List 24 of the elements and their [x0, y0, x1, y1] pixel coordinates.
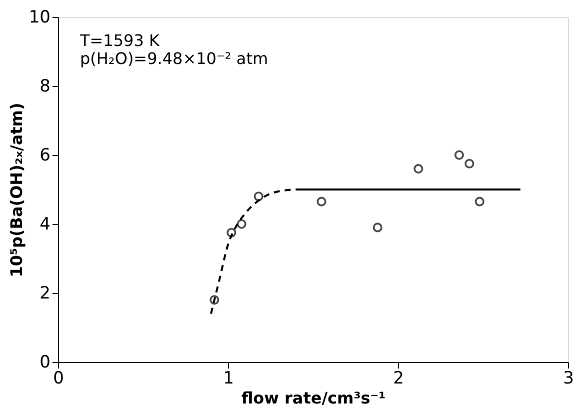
point: [464, 158, 474, 168]
y-tick-label: 6: [40, 146, 50, 166]
point: [316, 196, 326, 206]
y-tick-label: 10: [28, 8, 50, 28]
point: [372, 222, 382, 232]
point: [414, 164, 424, 174]
point: [226, 228, 236, 238]
point: [474, 196, 484, 206]
x-tick-label: 2: [393, 368, 404, 388]
y-tick-label: 0: [40, 352, 50, 372]
y-tick-label: 4: [40, 214, 50, 234]
point: [210, 295, 220, 305]
x-tick-label: 0: [53, 368, 64, 388]
x-tick-label: 1: [223, 368, 234, 388]
point: [236, 219, 246, 229]
y-axis-title: 10⁵p(Ba(OH)₂ₓ/atm): [6, 102, 26, 278]
y-tick-label: 2: [40, 284, 50, 304]
point: [254, 192, 264, 202]
x-tick-label: 3: [563, 368, 574, 388]
annotation: p(H₂O)=9.48×10⁻² atm: [80, 49, 268, 68]
annotation: T=1593 K: [79, 31, 160, 50]
x-axis-title: flow rate/cm³s⁻¹: [241, 388, 386, 408]
y-tick-label: 8: [40, 76, 50, 96]
point: [454, 150, 464, 160]
